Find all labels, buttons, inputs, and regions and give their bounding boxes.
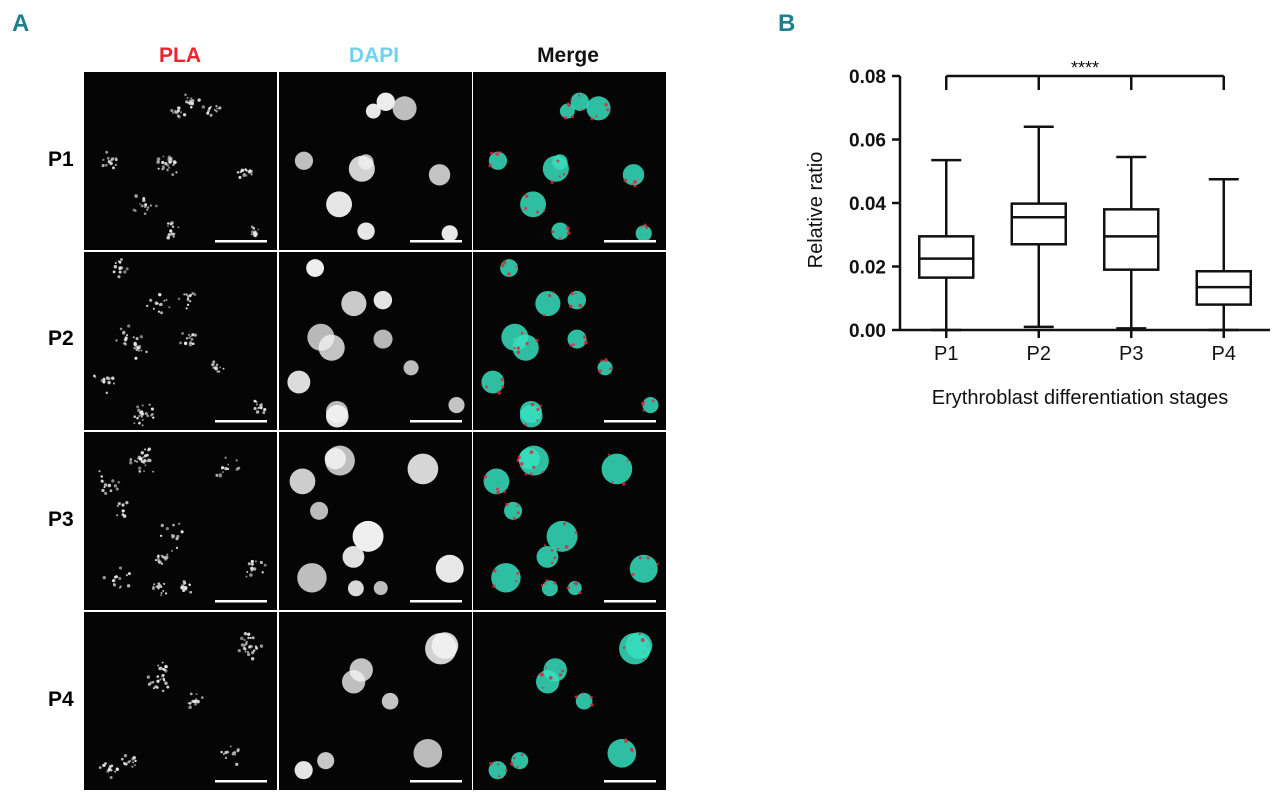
significance-bracket: **** [945,58,1225,90]
significance-label: **** [1071,58,1099,78]
y-tick-label: 0.02 [849,258,886,279]
scale-bar [215,600,267,603]
box-p2 [1010,125,1067,329]
x-tick-label: P1 [934,343,958,365]
scale-bar [410,600,462,603]
column-header-merge: Merge [537,44,599,67]
scale-bar [215,240,267,243]
column-header-pla: PLA [159,44,201,67]
scale-bar [604,600,656,603]
micrograph-tile [279,432,472,610]
iqr-box [1010,202,1067,246]
iqr-box [918,235,975,279]
x-tick-label: P2 [1027,343,1051,365]
scale-bar [410,420,462,423]
y-tick-label: 0.04 [849,194,886,215]
x-tick-label: P4 [1212,343,1236,365]
scale-bar [410,780,462,783]
micrograph-tile [84,612,277,790]
row-label-p1: P1 [48,148,74,171]
scale-bar [410,240,462,243]
scale-bar [215,420,267,423]
scale-bar [604,240,656,243]
chart-boxes [918,125,1252,332]
y-axis-label: Relative ratio [805,152,827,269]
iqr-box [1103,208,1160,271]
x-tick-label: P3 [1119,343,1143,365]
panel-a-letter: A [12,10,30,37]
micrograph-tile [473,252,666,430]
micrograph-tile [84,432,277,610]
micrograph-tile [279,252,472,430]
row-label-p4: P4 [48,688,74,711]
microscopy-image-grid [84,72,667,792]
y-tick-label: 0.06 [849,131,886,152]
micrograph-tile [473,72,666,250]
y-tick-label: 0.08 [849,67,886,88]
micrograph-tile [473,612,666,790]
chart-axes: 0.00 0.02 0.04 0.06 0.08 P1 P2 P3 P4 [849,67,1270,365]
row-label-p3: P3 [48,508,74,531]
scale-bar [604,420,656,423]
micrograph-tile [279,612,472,790]
micrograph-tile [473,432,666,610]
column-header-dapi: DAPI [348,44,400,67]
box-p3 [1103,155,1160,330]
x-axis-label: Erythroblast differentiation stages [932,387,1228,409]
box-p1 [918,158,975,332]
micrograph-tile [279,72,472,250]
panel-b-letter: B [778,10,796,37]
micrograph-tile [84,72,277,250]
box-plot-chart: 0.00 0.02 0.04 0.06 0.08 P1 P2 P3 P4 **** Relati… [805,58,1270,409]
row-label-p2: P2 [48,327,74,350]
scale-bar [215,780,267,783]
micrograph-tile [84,252,277,430]
scale-bar [604,780,656,783]
box-p4 [1195,177,1252,332]
y-tick-label: 0.00 [849,321,886,342]
